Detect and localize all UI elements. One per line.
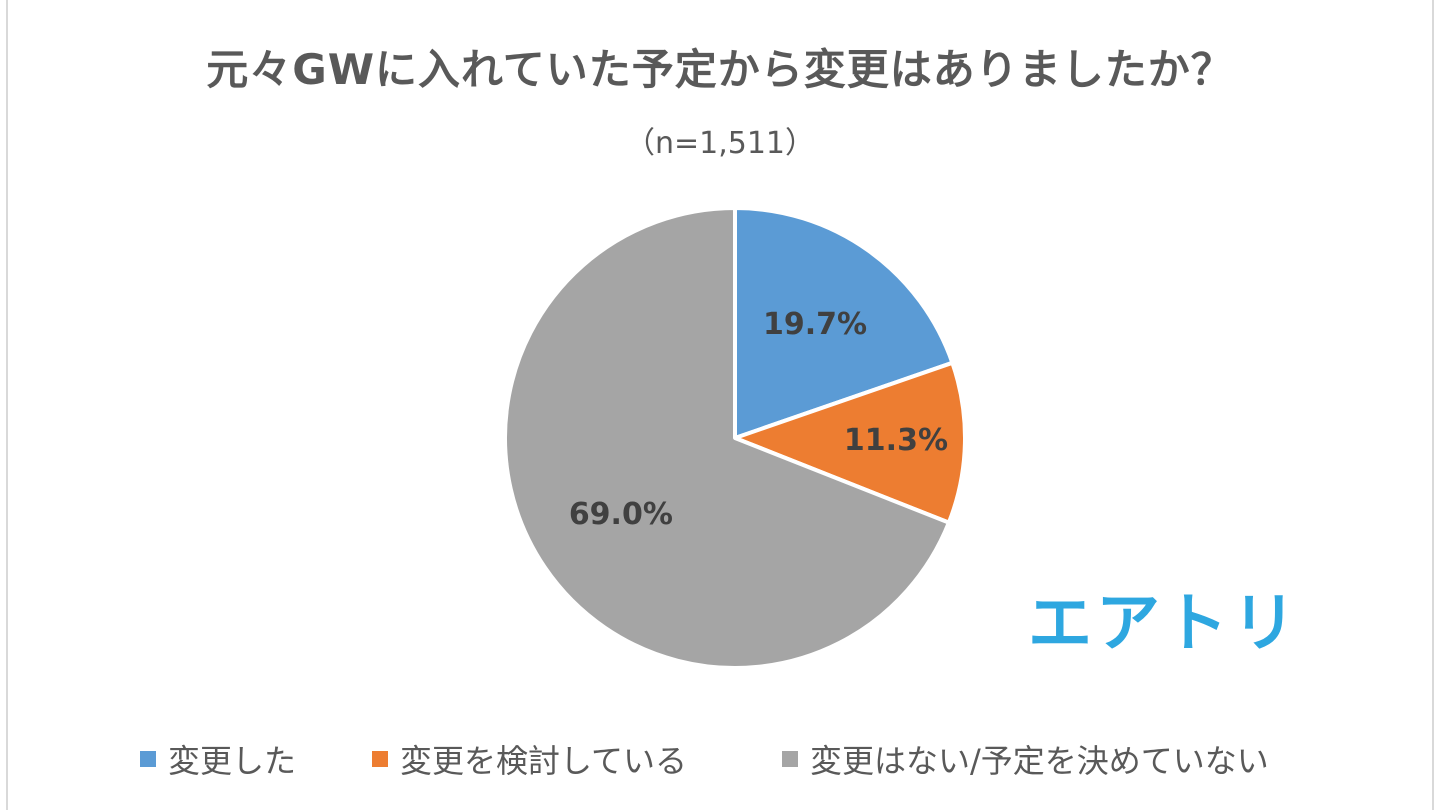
chart-title: 元々GWに入れていた予定から変更はありましたか？ [206,45,1234,94]
legend-swatch-no-change [782,751,798,767]
data-label-changed: 19.7% [763,307,867,342]
pie-slice-no-change [503,206,951,670]
airtrip-logo: エアトリ [1028,587,1300,661]
legend-item-considering: 変更を検討している [372,736,687,782]
data-label-no-change: 69.0% [569,497,673,532]
legend-swatch-changed [140,751,156,767]
legend-label-considering: 変更を検討している [400,742,688,780]
legend-item-changed: 変更した [140,736,296,782]
pie-data-labels: 19.7% 11.3% 69.0% [569,307,948,532]
frame-left-border [6,0,8,810]
data-label-considering: 11.3% [844,423,948,458]
legend-item-no-change: 変更はない/予定を決めていない [782,736,1269,782]
legend-label-no-change: 変更はない/予定を決めていない [810,742,1269,780]
pie-slices [503,206,967,670]
pie-slice-considering [733,360,967,525]
legend-label-changed: 変更した [168,742,297,780]
chart-legend: 変更した 変更を検討している 変更はない/予定を決めていない [0,736,1440,786]
chart-subtitle: （n=1,511） [624,126,816,161]
frame-right-border [1432,0,1434,810]
legend-swatch-considering [372,751,388,767]
